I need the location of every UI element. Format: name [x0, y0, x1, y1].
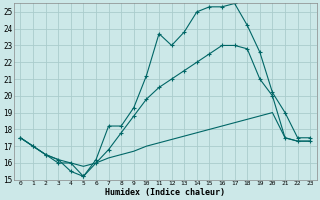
X-axis label: Humidex (Indice chaleur): Humidex (Indice chaleur)	[105, 188, 225, 197]
